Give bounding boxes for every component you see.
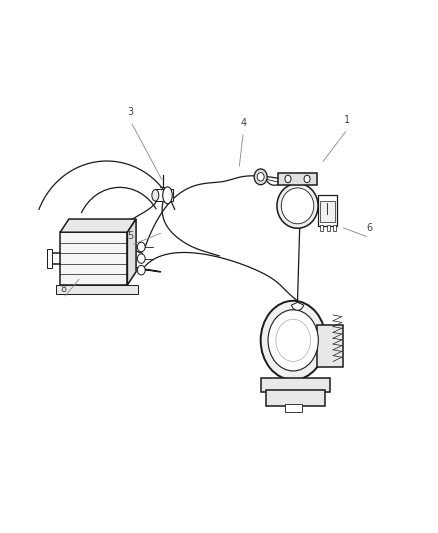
Bar: [277, 173, 316, 185]
Bar: [60, 232, 127, 285]
Bar: [56, 285, 138, 294]
Text: 4: 4: [240, 117, 246, 127]
Bar: [320, 200, 334, 222]
Ellipse shape: [281, 188, 313, 224]
Bar: [284, 403, 301, 411]
Bar: [316, 325, 342, 367]
Circle shape: [275, 319, 310, 361]
Circle shape: [254, 169, 267, 185]
Bar: [332, 225, 336, 231]
Text: 5: 5: [127, 231, 134, 241]
Polygon shape: [127, 219, 136, 285]
Text: 3: 3: [127, 107, 134, 117]
Polygon shape: [60, 219, 136, 232]
Text: 8: 8: [60, 284, 67, 294]
Circle shape: [137, 265, 145, 275]
Bar: [266, 391, 324, 406]
Circle shape: [284, 175, 290, 183]
Bar: [317, 195, 337, 226]
Bar: [319, 225, 322, 231]
Circle shape: [260, 301, 325, 380]
Circle shape: [137, 242, 145, 252]
Circle shape: [257, 173, 264, 181]
Text: 6: 6: [365, 223, 371, 233]
Wedge shape: [291, 302, 303, 310]
Bar: [260, 378, 329, 392]
Bar: [47, 249, 51, 268]
Ellipse shape: [162, 187, 172, 204]
Text: 1: 1: [343, 115, 350, 125]
Bar: [326, 225, 330, 231]
Circle shape: [137, 254, 145, 263]
Circle shape: [304, 175, 309, 183]
Bar: [155, 190, 172, 201]
Ellipse shape: [152, 190, 159, 201]
Ellipse shape: [276, 183, 318, 228]
Circle shape: [268, 310, 318, 371]
